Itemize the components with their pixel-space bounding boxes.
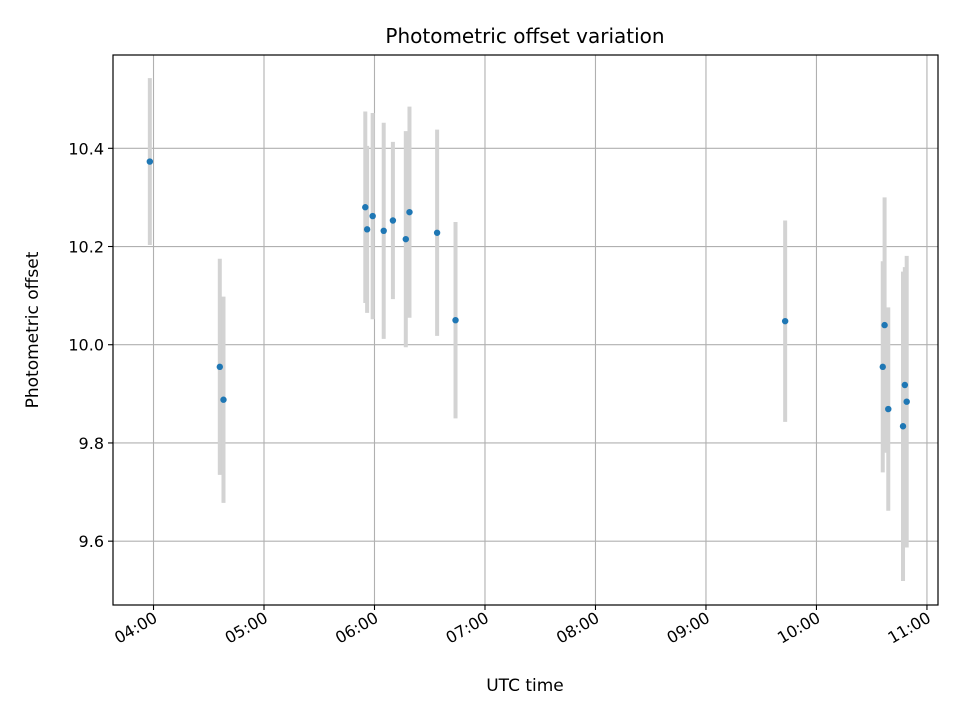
errorbar-layer [147, 78, 909, 581]
data-point [881, 321, 888, 329]
y-tick-label: 10.0 [68, 336, 104, 355]
x-tick-label: 05:00 [222, 608, 271, 648]
y-axis-label: Photometric offset [23, 251, 43, 408]
data-point [879, 363, 886, 371]
data-point [781, 317, 789, 325]
tick-layer: 04:00 05:00 06:00 07:00 08:00 09:00 10:00 11:00… [68, 139, 934, 647]
data-point [885, 405, 892, 413]
x-tick-label: 07:00 [443, 608, 492, 648]
x-tick-label: 10:00 [774, 608, 823, 648]
plot-frame [112, 54, 939, 606]
x-axis-label: UTC time [486, 676, 564, 696]
data-point [452, 316, 459, 324]
chart-title: Photometric offset variation [385, 24, 664, 48]
y-tick-label: 10.2 [68, 238, 104, 257]
data-point [146, 158, 154, 165]
data-point [901, 381, 909, 389]
data-point [402, 235, 410, 243]
data-point [216, 363, 224, 371]
data-point [380, 227, 387, 235]
data-point [220, 396, 227, 403]
data-point [369, 212, 376, 220]
data-point [903, 398, 910, 405]
data-point [362, 204, 369, 211]
data-point [363, 226, 371, 233]
x-tick-label: 11:00 [885, 608, 934, 648]
grid-layer [113, 55, 938, 605]
x-tick-label: 09:00 [664, 608, 713, 648]
data-point [406, 208, 413, 216]
data-point [899, 423, 907, 430]
data-point [433, 229, 441, 236]
y-tick-label: 9.6 [79, 532, 104, 551]
y-tick-label: 10.4 [68, 139, 104, 158]
y-tick-label: 9.8 [79, 434, 104, 453]
marker-layer [146, 158, 910, 430]
x-tick-label: 08:00 [553, 608, 602, 648]
x-tick-label: 06:00 [332, 608, 381, 648]
data-point [389, 217, 397, 224]
x-tick-label: 04:00 [111, 608, 160, 648]
